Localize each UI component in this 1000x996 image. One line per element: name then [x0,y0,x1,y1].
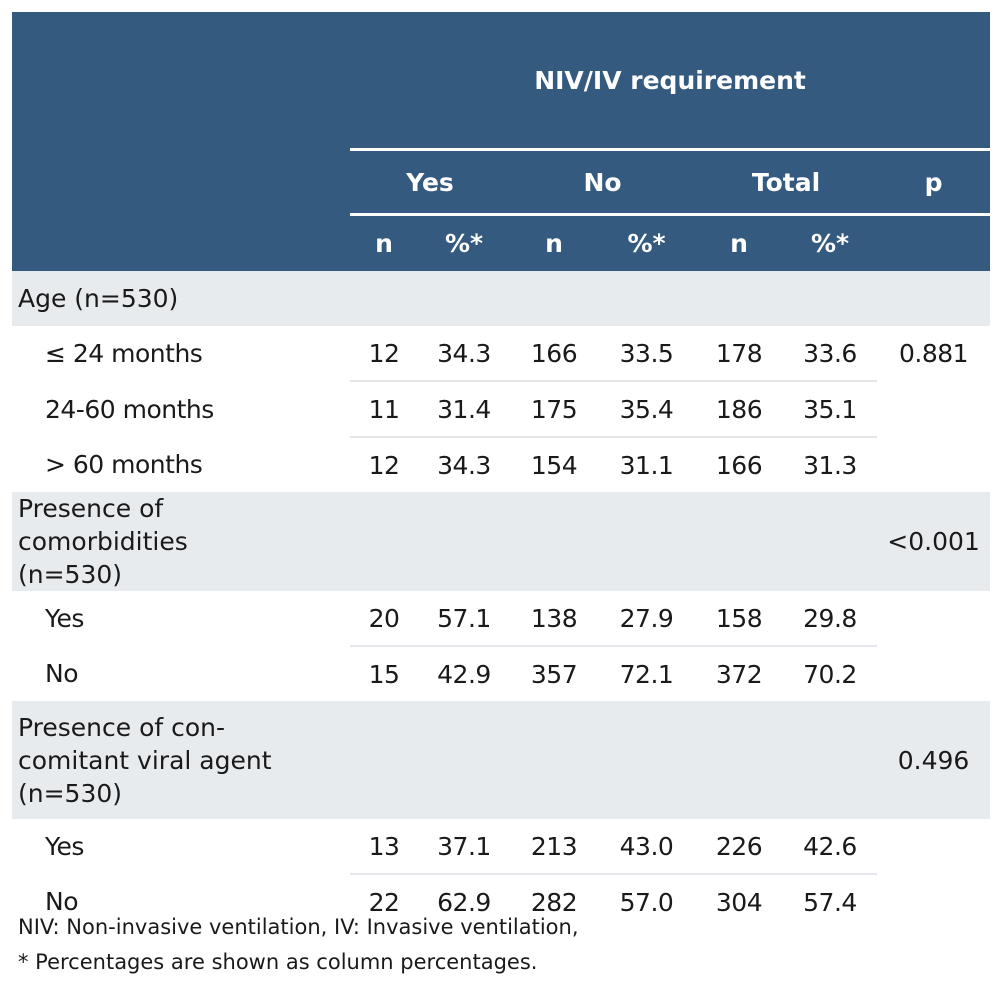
table-row: > 60 months 12 34.3 154 31.1 166 31.3 [12,437,990,492]
pct-cell: 27.9 [598,591,695,647]
pct-cell: 43.0 [598,819,695,875]
results-table: NIV/IV requirement Yes No Total p n %* n… [12,12,991,929]
group-header: NIV/IV requirement [350,12,991,150]
pct-cell: 70.2 [803,659,857,689]
n-cell: 12 [368,450,400,480]
p-value: 0.496 [877,701,991,819]
sub-n: n [695,213,783,271]
n-cell: 213 [510,819,598,875]
n-cell: 186 [695,381,783,438]
row-label: > 60 months [45,450,203,479]
pct-cell: 34.3 [418,326,510,382]
n-cell: 282 [530,887,578,917]
n-cell: 20 [350,591,418,647]
group-row: Age (n=530) [12,271,991,326]
pct-cell: 31.1 [619,450,674,480]
p-value [877,591,990,646]
col-p: p [877,148,991,215]
sub-n: n [510,213,598,271]
n-cell: 138 [510,591,598,647]
n-cell: 13 [350,819,418,875]
pct-cell: 57.1 [418,591,510,647]
pct-cell: 34.3 [437,450,491,480]
n-cell: 178 [695,326,783,382]
p-value [877,437,990,492]
p-value [877,646,990,701]
pct-cell: 62.9 [437,887,491,917]
footnote: * Percentages are shown as column percen… [18,950,538,974]
pct-cell: 37.1 [418,819,510,875]
p-value [877,819,990,874]
row-label: No [45,887,79,916]
pct-cell: 33.5 [598,326,695,382]
n-cell: 158 [695,591,783,647]
row-label: 24-60 months [45,394,214,424]
col-yes: Yes [350,148,510,215]
col-no: No [510,148,695,215]
sub-pct: %* [598,213,695,271]
corner-cell [12,12,350,150]
group-label: Age (n=530) [18,284,179,313]
sub-pct: %* [418,213,510,271]
row-label: Yes [45,604,84,633]
p-value [877,381,990,437]
n-cell: 15 [368,659,400,689]
n-cell: 11 [350,381,418,438]
group-row: Presence of con-comitant viral agent (n=… [12,701,991,819]
n-cell: 357 [530,659,578,689]
n-cell: 22 [368,887,400,917]
pct-cell: 35.4 [598,381,695,438]
pct-cell: 57.4 [803,887,857,917]
sub-pct: %* [783,213,877,271]
footnote: NIV: Non-invasive ventilation, IV: Invas… [18,915,579,939]
p-value [877,874,990,929]
n-cell: 166 [510,326,598,382]
table-row: ≤ 24 months 12 34.3 166 33.5 178 33.6 0.881 [12,326,990,382]
col-total: Total [695,148,877,215]
n-cell: 12 [350,326,418,382]
row-label: Yes [45,832,84,861]
pct-cell: 72.1 [619,659,674,689]
p-value [877,271,991,326]
n-cell: 372 [715,659,763,689]
table-row: No 22 62.9 282 57.0 304 57.4 [12,874,990,929]
table-row: Yes 13 37.1 213 43.0 226 42.6 [12,819,990,875]
n-cell: 304 [715,887,763,917]
table-row: 24-60 months 11 31.4 175 35.4 186 35.1 [12,381,990,438]
pct-cell: 31.4 [418,381,510,438]
pct-cell: 31.3 [803,450,857,480]
row-label: ≤ 24 months [45,339,203,368]
p-value: 0.881 [899,339,969,368]
group-row: Presence of comorbidities (n=530) <0.001 [12,492,991,591]
n-cell: 154 [530,450,578,480]
pct-cell: 57.0 [619,887,674,917]
pct-cell: 35.1 [783,381,877,438]
n-cell: 226 [695,819,783,875]
table-row: No 15 42.9 357 72.1 372 70.2 [12,646,990,701]
pct-cell: 42.9 [437,659,491,689]
group-label: Presence of con-comitant viral agent (n=… [18,712,272,808]
n-cell: 175 [510,381,598,438]
pct-cell: 29.8 [783,591,877,647]
n-cell: 166 [715,450,763,480]
pct-cell: 33.6 [783,326,877,382]
group-label: Presence of comorbidities (n=530) [18,494,188,589]
pct-cell: 42.6 [783,819,877,875]
sub-n: n [350,213,418,271]
row-label: No [45,659,79,688]
table-row: Yes 20 57.1 138 27.9 158 29.8 [12,591,990,647]
p-value: <0.001 [877,492,991,591]
